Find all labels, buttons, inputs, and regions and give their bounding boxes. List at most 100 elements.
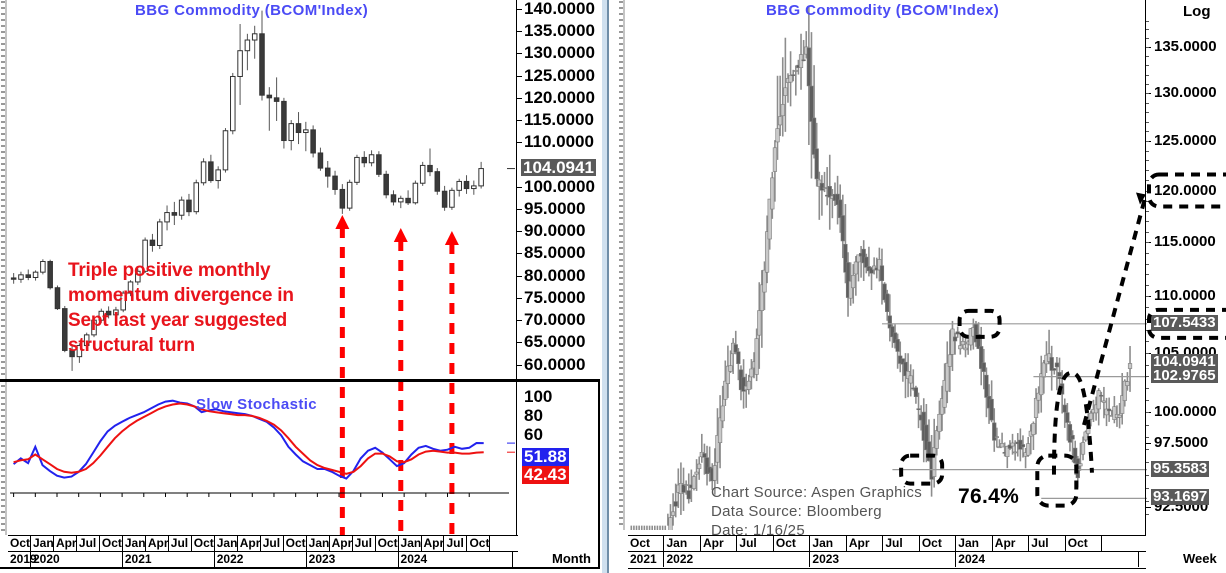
stochastic-d-value: 42.43 xyxy=(522,465,569,484)
date-axis-month: Apr xyxy=(847,536,884,551)
right-axis-minor-tick xyxy=(1146,56,1149,58)
right-axis-tick: 97.5000 xyxy=(1154,434,1209,452)
left-subpanel-bottom-border xyxy=(0,567,600,569)
right-axis-minor-tick xyxy=(1146,329,1149,331)
right-axis-tick: 115.0000 xyxy=(1154,233,1216,251)
right-axis-tick: 100.0000 xyxy=(1154,403,1217,421)
left-panel-right-border xyxy=(598,379,600,569)
date-axis-month: Oct xyxy=(469,536,491,551)
right-axis-minor-tick xyxy=(1146,318,1149,320)
right-axis-minor-tick xyxy=(1146,285,1149,287)
date-axis-year: 2024 xyxy=(956,552,1139,567)
date-axis-month: Apr xyxy=(147,536,169,551)
left-axis-tick: 135.0000 xyxy=(524,21,595,41)
chart-source-line: Chart Source: Aspen Graphics xyxy=(711,484,923,501)
right-axis-minor-tick xyxy=(1146,180,1149,182)
left-axis-tickmark xyxy=(517,97,522,99)
right-axis-minor-tick xyxy=(1146,93,1149,95)
left-date-axis: Oct Jan Apr Jul Oct Jan Apr Jul Oct Jan Apr Jul Oct J… xyxy=(8,535,518,569)
right-axis-minor-tick xyxy=(1146,170,1149,172)
left-axis-tick: 115.0000 xyxy=(524,110,594,130)
right-axis-minor-tick xyxy=(1146,424,1149,426)
right-axis-minor-tick xyxy=(1146,160,1149,162)
right-price-badge: 93.1697 xyxy=(1151,488,1210,506)
left-axis-tick: 120.0000 xyxy=(524,87,595,107)
date-axis-month: Jul xyxy=(1029,536,1066,551)
left-axis-tickmark xyxy=(517,120,522,122)
right-axis-minor-tick xyxy=(1146,131,1149,133)
right-axis-minor-tick xyxy=(1146,500,1149,502)
right-axis-tick: 120.0000 xyxy=(1154,181,1217,199)
left-axis-tickmark xyxy=(517,186,522,188)
date-axis-month: Jul xyxy=(77,536,100,551)
left-axis-tick: 100.0000 xyxy=(524,176,595,196)
right-axis-minor-tick xyxy=(1146,231,1149,233)
right-axis-minor-tick xyxy=(1146,20,1149,22)
left-axis-tick: 95.0000 xyxy=(524,199,586,218)
right-axis-tick: 130.0000 xyxy=(1154,84,1217,102)
left-axis-tickmark xyxy=(517,231,522,233)
right-axis-minor-tick xyxy=(1146,412,1149,414)
right-axis-minor-tick xyxy=(1146,252,1149,254)
right-axis-divider xyxy=(1145,0,1146,535)
right-axis-tick: 125.0000 xyxy=(1154,131,1217,149)
left-edge-tick-strip xyxy=(1,0,7,535)
left-axis-tickmark xyxy=(517,364,522,366)
right-axis-minor-tick xyxy=(1146,29,1149,31)
left-axis-tick: 85.0000 xyxy=(524,243,586,263)
date-axis-year: 2024 xyxy=(399,552,514,567)
right-axis-minor-tick xyxy=(1146,83,1149,85)
right-edge-tick-strip xyxy=(619,0,625,530)
right-time-unit-label: Week xyxy=(1183,551,1217,566)
left-axis-tickmark xyxy=(517,275,522,277)
right-price-badge: 107.5433 xyxy=(1151,313,1218,331)
left-axis-tick: 75.0000 xyxy=(524,287,586,307)
left-axis-tickmark xyxy=(517,75,522,77)
left-axis-tick: 60.0000 xyxy=(524,354,586,374)
right-axis-minor-tick xyxy=(1146,474,1149,476)
date-axis-month: Oct xyxy=(10,536,31,551)
left-axis-tickmark xyxy=(517,209,522,210)
right-axis-minor-tick xyxy=(1146,461,1149,463)
stochastic-axis-tick: 100 xyxy=(524,386,553,406)
date-axis-month: Jan xyxy=(810,536,847,551)
right-axis-minor-tick xyxy=(1146,38,1149,40)
right-axis-minor-tick xyxy=(1146,200,1149,202)
date-axis-month-row: Oct Jan Apr Jul Oct Jan Apr Jul Oct Jan Apr Jul Oct xyxy=(628,536,1146,551)
left-chart-title: BBG Commodity (BCOM'Index) xyxy=(135,2,369,19)
date-axis-month: Jul xyxy=(883,536,920,551)
date-axis-month: Oct xyxy=(101,536,123,551)
right-axis-minor-tick xyxy=(1146,190,1149,192)
left-price-chart xyxy=(10,10,515,371)
left-axis-divider xyxy=(516,0,517,535)
panel-splitter[interactable] xyxy=(600,0,618,573)
date-axis-month: Oct xyxy=(377,536,399,551)
date-axis-year: 2020 xyxy=(31,552,123,567)
date-axis-month: Oct xyxy=(920,536,957,551)
right-axis-tickmark xyxy=(1146,507,1151,509)
data-source-line: Data Source: Bloomberg xyxy=(711,503,882,520)
date-axis-month: Jul xyxy=(444,536,468,551)
log-scale-label: Log xyxy=(1183,3,1211,20)
left-axis-tick: 140.0000 xyxy=(524,0,595,18)
date-axis-month: Jan xyxy=(664,536,701,551)
right-axis-minor-tick xyxy=(1146,307,1149,309)
left-axis-tick: 125.0000 xyxy=(524,65,595,85)
right-axis-minor-tick xyxy=(1146,221,1149,223)
right-axis-minor-tick xyxy=(1146,487,1149,489)
right-axis-minor-tick xyxy=(1146,242,1149,244)
left-axis-tick: 70.0000 xyxy=(524,310,586,330)
right-price-chart xyxy=(630,6,1147,530)
date-axis-year: 2021 xyxy=(628,552,665,567)
date-axis-month-row: Oct Jan Apr Jul Oct Jan Apr Jul Oct Jan Apr Jul Oct J… xyxy=(8,536,518,551)
left-axis-tick: 90.0000 xyxy=(524,221,586,241)
stochastic-title: Slow Stochastic xyxy=(196,396,318,413)
right-axis-minor-tick xyxy=(1146,274,1149,276)
right-axis-minor-tick xyxy=(1146,513,1149,515)
right-date-axis: Oct Jan Apr Jul Oct Jan Apr Jul Oct Jan Apr Jul Oct 2… xyxy=(628,535,1146,569)
right-axis-minor-tick xyxy=(1146,388,1149,390)
stochastic-axis-tick: 60 xyxy=(524,425,543,445)
date-axis-month: Jan xyxy=(216,536,238,551)
date-axis-month: Oct xyxy=(1066,536,1103,551)
